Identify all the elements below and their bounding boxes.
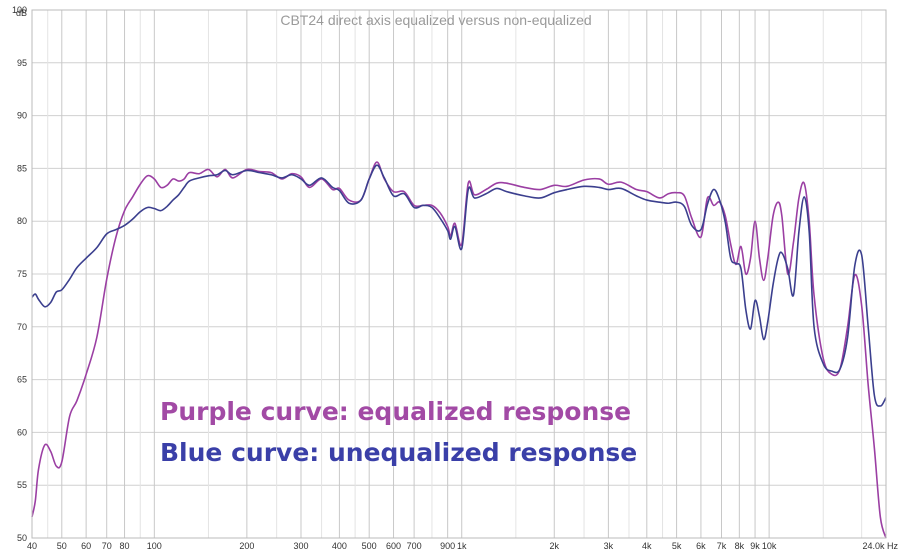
y-tick-label: 55: [17, 480, 27, 490]
x-tick-label: 50: [57, 541, 67, 551]
x-tick-label: 5k: [672, 541, 682, 551]
unequalized-series-line: [31, 164, 887, 407]
y-tick-label: 100: [12, 5, 27, 15]
x-tick-labels: 40 50 60 70 80 100 200 300 400 500 600 700 900 1k 2k 3k…: [27, 541, 898, 551]
x-tick-label: 500: [362, 541, 377, 551]
y-tick-label: 70: [17, 322, 27, 332]
x-tick-label: 3k: [604, 541, 614, 551]
x-tick-label: 900: [440, 541, 455, 551]
x-tick-label: 8k: [735, 541, 745, 551]
y-tick-label: 80: [17, 216, 27, 226]
x-tick-label: 300: [293, 541, 308, 551]
x-tick-label: 24.0k Hz: [862, 541, 898, 551]
x-tick-label: 10k: [762, 541, 777, 551]
x-tick-label: 200: [239, 541, 254, 551]
x-tick-label: 80: [120, 541, 130, 551]
y-tick-labels: 100 95 90 85 80 75 70 65 60 55 50: [12, 5, 27, 543]
plot-border: [31, 9, 887, 539]
x-tick-label: 60: [81, 541, 91, 551]
y-tick-label: 65: [17, 375, 27, 385]
blue-curve-annotation: Blue curve: unequalized response: [160, 438, 637, 467]
y-tick-label: 75: [17, 269, 27, 279]
x-tick-label: 40: [27, 541, 37, 551]
x-tick-label: 700: [407, 541, 422, 551]
y-axis-unit-label: dB: [16, 8, 27, 18]
x-tick-label: 400: [332, 541, 347, 551]
purple-curve-annotation: Purple curve: equalized response: [160, 397, 631, 426]
y-tick-label: 60: [17, 427, 27, 437]
x-tick-label: 2k: [550, 541, 560, 551]
x-tick-label: 9k: [750, 541, 760, 551]
y-tick-label: 50: [17, 533, 27, 543]
y-tick-label: 90: [17, 111, 27, 121]
x-tick-label: 70: [102, 541, 112, 551]
y-tick-label: 85: [17, 163, 27, 173]
x-tick-label: 4k: [642, 541, 652, 551]
x-tick-label: 7k: [717, 541, 727, 551]
x-tick-label: 1k: [457, 541, 467, 551]
x-tick-label: 100: [147, 541, 162, 551]
series-layer: [31, 161, 887, 539]
x-tick-label: 600: [386, 541, 401, 551]
y-tick-label: 95: [17, 58, 27, 68]
x-tick-label: 6k: [696, 541, 706, 551]
chart-title: CBT24 direct axis equalized versus non-e…: [280, 12, 591, 28]
